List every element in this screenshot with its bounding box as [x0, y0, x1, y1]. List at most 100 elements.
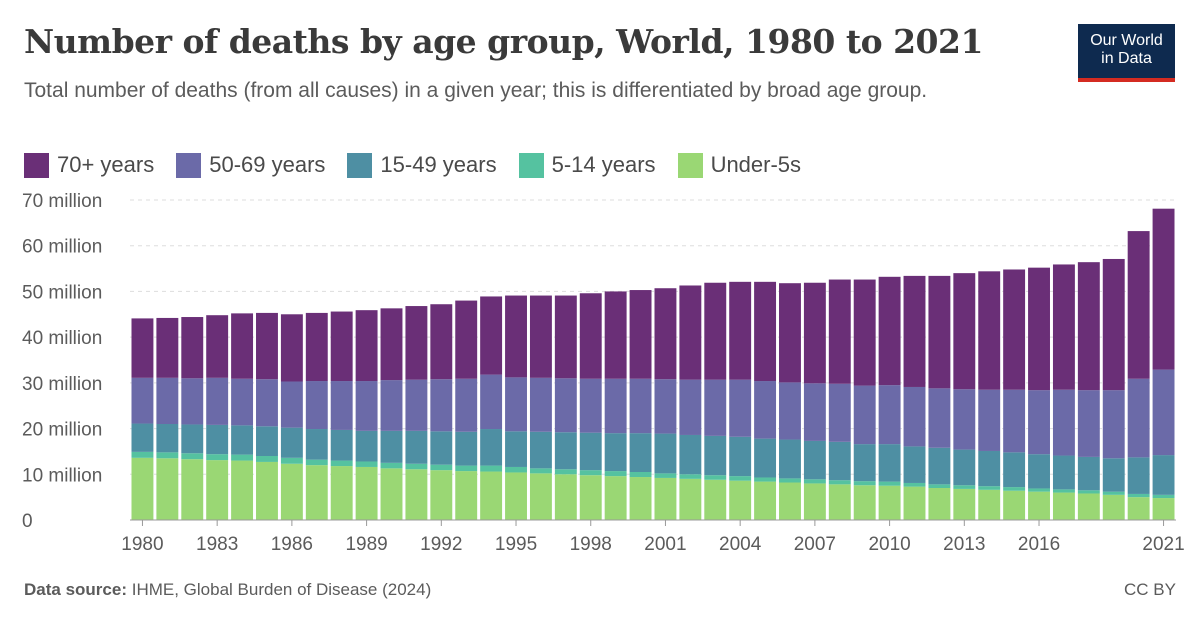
bar-1989-15-49-years[interactable] [355, 430, 378, 462]
bar-1996-70-years[interactable] [529, 295, 552, 378]
bar-1981-under-5s[interactable] [156, 458, 179, 520]
bar-2002-70-years[interactable] [679, 285, 702, 380]
bar-1992-5-14-years[interactable] [430, 464, 453, 471]
legend-item-70plus[interactable]: 70+ years [24, 152, 154, 178]
bar-1993-5-14-years[interactable] [455, 465, 478, 472]
bar-1982-50-69-years[interactable] [181, 378, 204, 425]
bar-2021-70-years[interactable] [1152, 208, 1175, 370]
bar-1983-under-5s[interactable] [206, 460, 229, 520]
bar-2005-15-49-years[interactable] [754, 438, 777, 478]
bar-1981-5-14-years[interactable] [156, 452, 179, 459]
bar-2012-50-69-years[interactable] [928, 388, 951, 448]
bar-2015-50-69-years[interactable] [1003, 389, 1026, 453]
bar-1993-70-years[interactable] [455, 300, 478, 379]
bar-1999-70-years[interactable] [604, 291, 627, 379]
bar-1990-15-49-years[interactable] [380, 430, 403, 463]
bar-2012-70-years[interactable] [928, 275, 951, 389]
bar-2019-under-5s[interactable] [1102, 494, 1125, 520]
bar-2006-70-years[interactable] [779, 283, 801, 383]
bar-2001-70-years[interactable] [654, 288, 677, 380]
bar-2020-under-5s[interactable] [1127, 497, 1150, 520]
bar-2011-50-69-years[interactable] [903, 386, 926, 447]
bar-2018-50-69-years[interactable] [1077, 390, 1100, 457]
bar-1982-70-years[interactable] [181, 317, 204, 379]
bar-1997-70-years[interactable] [554, 295, 577, 379]
bar-1983-15-49-years[interactable] [206, 424, 229, 455]
bar-1980-50-69-years[interactable] [131, 377, 154, 424]
bar-2015-5-14-years[interactable] [1003, 487, 1026, 491]
bar-2019-50-69-years[interactable] [1102, 390, 1125, 459]
bar-2006-5-14-years[interactable] [779, 478, 801, 483]
bar-1995-50-69-years[interactable] [505, 377, 527, 432]
bar-2017-5-14-years[interactable] [1052, 489, 1075, 493]
bar-2017-15-49-years[interactable] [1052, 455, 1075, 490]
bar-2003-5-14-years[interactable] [704, 475, 727, 480]
bar-1998-15-49-years[interactable] [579, 432, 602, 471]
legend-item-50-69[interactable]: 50-69 years [176, 152, 325, 178]
bar-1997-15-49-years[interactable] [554, 432, 577, 470]
legend-item-under-5s[interactable]: Under-5s [677, 152, 801, 178]
bar-1987-15-49-years[interactable] [305, 429, 328, 460]
bar-2002-5-14-years[interactable] [679, 474, 702, 479]
bar-1986-70-years[interactable] [280, 314, 303, 382]
bar-1989-under-5s[interactable] [355, 466, 378, 520]
bar-2003-under-5s[interactable] [704, 479, 727, 520]
bar-2011-15-49-years[interactable] [903, 446, 926, 483]
bar-2021-5-14-years[interactable] [1152, 494, 1175, 499]
bar-2010-5-14-years[interactable] [878, 481, 901, 486]
bar-1993-under-5s[interactable] [455, 471, 478, 520]
bar-2009-70-years[interactable] [853, 279, 876, 386]
bar-1985-70-years[interactable] [256, 312, 278, 380]
bar-1988-15-49-years[interactable] [330, 429, 353, 461]
bar-1995-70-years[interactable] [505, 295, 527, 378]
bar-2009-15-49-years[interactable] [853, 444, 876, 482]
bar-1981-50-69-years[interactable] [156, 377, 179, 424]
bar-2004-50-69-years[interactable] [729, 379, 752, 437]
bar-2017-under-5s[interactable] [1052, 492, 1075, 520]
bar-2018-under-5s[interactable] [1077, 493, 1100, 520]
bar-1984-5-14-years[interactable] [231, 454, 254, 461]
bar-2016-under-5s[interactable] [1028, 491, 1050, 520]
bar-2020-70-years[interactable] [1127, 231, 1150, 379]
bar-2006-50-69-years[interactable] [779, 382, 801, 440]
bar-2011-70-years[interactable] [903, 275, 926, 387]
bar-2012-15-49-years[interactable] [928, 447, 951, 485]
bar-1991-50-69-years[interactable] [405, 379, 428, 431]
bar-2020-5-14-years[interactable] [1127, 493, 1150, 498]
bar-1986-15-49-years[interactable] [280, 427, 303, 458]
bar-1990-50-69-years[interactable] [380, 380, 403, 431]
bar-2004-70-years[interactable] [729, 281, 752, 380]
bar-1996-under-5s[interactable] [529, 473, 552, 520]
bar-1998-50-69-years[interactable] [579, 378, 602, 433]
bar-2014-5-14-years[interactable] [978, 486, 1001, 490]
bar-1980-5-14-years[interactable] [131, 451, 154, 458]
bar-1988-50-69-years[interactable] [330, 381, 353, 430]
bar-1994-50-69-years[interactable] [480, 374, 503, 430]
bar-1982-15-49-years[interactable] [181, 424, 204, 454]
bar-2009-50-69-years[interactable] [853, 385, 876, 445]
bar-1985-50-69-years[interactable] [256, 379, 278, 427]
bar-2003-15-49-years[interactable] [704, 435, 727, 476]
bar-1999-5-14-years[interactable] [604, 471, 627, 477]
bar-1998-5-14-years[interactable] [579, 470, 602, 476]
owid-logo[interactable]: Our World in Data [1078, 24, 1175, 82]
bar-2005-50-69-years[interactable] [754, 381, 777, 439]
bar-2014-under-5s[interactable] [978, 489, 1001, 520]
bar-2016-50-69-years[interactable] [1028, 390, 1050, 455]
bar-1994-70-years[interactable] [480, 296, 503, 375]
bar-2006-under-5s[interactable] [779, 482, 801, 520]
bar-2003-70-years[interactable] [704, 282, 727, 380]
bar-1992-50-69-years[interactable] [430, 379, 453, 432]
bar-2017-70-years[interactable] [1052, 264, 1075, 390]
bar-1991-5-14-years[interactable] [405, 463, 428, 470]
bar-2005-70-years[interactable] [754, 281, 777, 382]
bar-2008-5-14-years[interactable] [828, 480, 851, 485]
bar-1992-15-49-years[interactable] [430, 431, 453, 465]
bar-1993-15-49-years[interactable] [455, 431, 478, 466]
bar-2021-15-49-years[interactable] [1152, 455, 1175, 495]
bar-2019-5-14-years[interactable] [1102, 491, 1125, 495]
bar-1989-50-69-years[interactable] [355, 381, 378, 431]
bar-1988-70-years[interactable] [330, 311, 353, 382]
bar-1987-70-years[interactable] [305, 312, 328, 382]
bar-2015-under-5s[interactable] [1003, 490, 1026, 520]
